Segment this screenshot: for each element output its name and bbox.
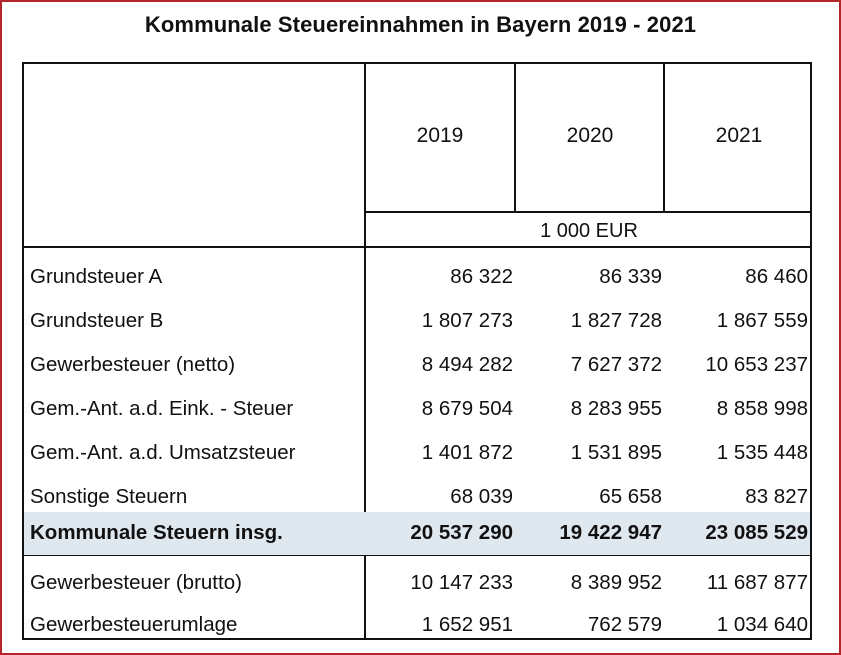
cell-2020: 86 339: [599, 265, 662, 288]
cell-2019: 1 401 872: [421, 441, 513, 464]
cell-2019: 10 147 233: [410, 571, 513, 594]
col-divider-2021: [663, 64, 665, 212]
table-row: Grundsteuer A 86 322 86 339 86 460: [24, 256, 810, 299]
cell-2019: 1 652 951: [421, 613, 513, 636]
row-label: Sonstige Steuern: [30, 485, 188, 508]
cell-2019: 8 679 504: [421, 397, 513, 420]
table-row: Grundsteuer B 1 807 273 1 827 728 1 867 …: [24, 300, 810, 343]
table-row: Gem.-Ant. a.d. Umsatzsteuer 1 401 872 1 …: [24, 432, 810, 475]
table-row: Gem.-Ant. a.d. Eink. - Steuer 8 679 504 …: [24, 388, 810, 431]
tax-table: 2019 2020 2021 1 000 EUR Grundsteuer A 8…: [22, 62, 812, 640]
header-year-2021: 2021: [715, 124, 763, 147]
total-2019: 20 537 290: [410, 521, 513, 544]
cell-2020: 1 531 895: [570, 441, 662, 464]
row-label: Gewerbesteuer (brutto): [30, 571, 242, 594]
row-label: Gem.-Ant. a.d. Umsatzsteuer: [30, 441, 296, 464]
col-divider-2020: [514, 64, 516, 212]
cell-2019: 68 039: [450, 485, 513, 508]
cell-2019: 86 322: [450, 265, 513, 288]
row-label: Grundsteuer A: [30, 265, 163, 288]
header-year-2019: 2019: [416, 124, 464, 147]
cell-2021: 86 460: [745, 265, 808, 288]
cell-2021: 83 827: [745, 485, 808, 508]
total-label: Kommunale Steuern insg.: [30, 521, 283, 544]
cell-2021: 1 535 448: [716, 441, 808, 464]
row-label: Grundsteuer B: [30, 309, 164, 332]
total-2020: 19 422 947: [559, 521, 662, 544]
row-label: Gem.-Ant. a.d. Eink. - Steuer: [30, 397, 294, 420]
table-row: Gewerbesteuer (brutto) 10 147 233 8 389 …: [24, 562, 810, 605]
total-2021: 23 085 529: [705, 521, 808, 544]
cell-2021: 1 867 559: [716, 309, 808, 332]
row-label: Gewerbesteuerumlage: [30, 613, 238, 636]
page-title: Kommunale Steuereinnahmen in Bayern 2019…: [144, 12, 697, 37]
cell-2019: 1 807 273: [421, 309, 513, 332]
cell-2020: 1 827 728: [570, 309, 662, 332]
cell-2019: 8 494 282: [421, 353, 513, 376]
cell-2020: 762 579: [587, 613, 662, 636]
table-row: Gewerbesteuer (netto) 8 494 282 7 627 37…: [24, 344, 810, 387]
total-divider: [24, 554, 810, 556]
col-divider-label: [364, 64, 366, 638]
unit-label: 1 000 EUR: [540, 220, 638, 242]
cell-2020: 7 627 372: [570, 353, 662, 376]
cell-2021: 1 034 640: [716, 613, 808, 636]
cell-2020: 65 658: [599, 485, 662, 508]
cell-2020: 8 389 952: [570, 571, 662, 594]
header-divider: [24, 246, 810, 248]
unit-divider: [364, 211, 810, 213]
row-label: Gewerbesteuer (netto): [30, 353, 236, 376]
cell-2020: 8 283 955: [570, 397, 662, 420]
table-row: Sonstige Steuern 68 039 65 658 83 827: [24, 476, 810, 519]
cell-2021: 10 653 237: [705, 353, 808, 376]
table-row: Gewerbesteuerumlage 1 652 951 762 579 1 …: [24, 604, 810, 647]
cell-2021: 11 687 877: [706, 571, 808, 594]
total-row: Kommunale Steuern insg. 20 537 290 19 42…: [24, 512, 810, 555]
cell-2021: 8 858 998: [716, 397, 808, 420]
header-year-2020: 2020: [566, 124, 614, 147]
